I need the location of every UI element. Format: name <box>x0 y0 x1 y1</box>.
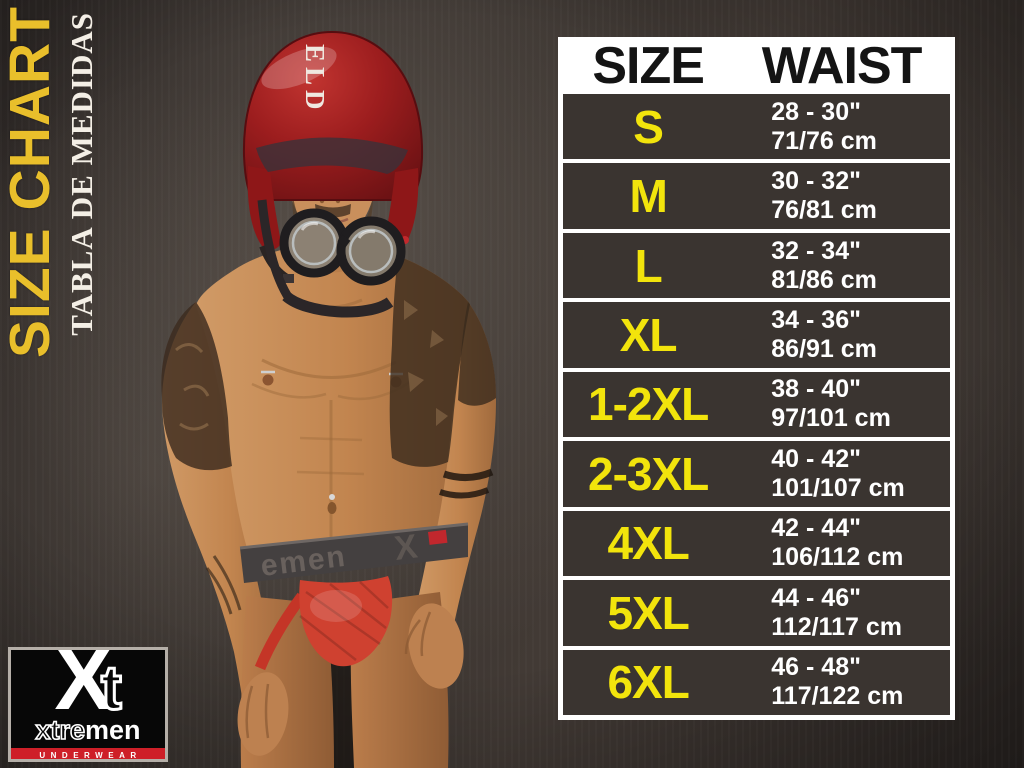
header-waist: WAIST <box>761 37 923 95</box>
waist-cm: 101/107 cm <box>771 473 905 502</box>
size-label: 6XL <box>607 656 689 709</box>
size-label: 5XL <box>607 586 689 639</box>
waist-inches: 34 - 36" <box>771 306 861 335</box>
waist-cm: 86/91 cm <box>771 335 877 364</box>
size-row: 5XL 44 - 46" 112/117 cm <box>563 580 950 646</box>
size-row: S 28 - 30" 71/76 cm <box>563 94 950 160</box>
size-label: 2-3XL <box>588 447 709 500</box>
size-label: XL <box>619 309 678 362</box>
waist-cm: 76/81 cm <box>771 196 877 225</box>
header-size: SIZE <box>592 37 705 95</box>
waist-inches: 46 - 48" <box>771 653 861 682</box>
waist-value: 28 - 30" 71/76 cm <box>733 98 950 156</box>
waist-cm: 117/122 cm <box>771 682 904 711</box>
logo-word-solid: men <box>85 715 141 745</box>
waist-cm: 71/76 cm <box>771 126 877 155</box>
waist-inches: 42 - 44" <box>771 514 861 543</box>
waist-inches: 40 - 42" <box>771 444 861 473</box>
waist-value: 30 - 32" 76/81 cm <box>733 167 950 225</box>
size-row: 2-3XL 40 - 42" 101/107 cm <box>563 441 950 507</box>
logo-wordmark: xtremen <box>35 715 141 745</box>
waist-value: 42 - 44" 106/112 cm <box>733 514 950 572</box>
size-row: XL 34 - 36" 86/91 cm <box>563 302 950 368</box>
waist-cm: 81/86 cm <box>771 265 877 294</box>
size-label: 4XL <box>607 517 689 570</box>
waist-inches: 38 - 40" <box>771 375 861 404</box>
hands <box>237 603 464 756</box>
logo-monogram: X t <box>54 647 124 729</box>
waist-value: 46 - 48" 117/122 cm <box>733 653 950 711</box>
size-row: L 32 - 34" 81/86 cm <box>563 232 950 299</box>
tattoos <box>161 256 496 615</box>
logo-word-outline: xtre <box>35 715 86 745</box>
logo-t-letter: t <box>100 654 124 724</box>
underwear: emen X <box>239 522 469 671</box>
size-row: M 30 - 32" 76/81 cm <box>563 163 950 229</box>
waist-value: 40 - 42" 101/107 cm <box>733 445 950 503</box>
size-row: 4XL 42 - 44" 106/112 cm <box>563 510 950 577</box>
waist-cm: 106/112 cm <box>771 543 904 572</box>
xtremen-logo: X t xtremen UNDERWEAR <box>8 647 168 762</box>
size-label: 1-2XL <box>588 378 709 431</box>
helmet-brand-text: ELD <box>300 44 330 115</box>
helmet: ELD <box>242 30 424 318</box>
page-subtitle: TABLA DE MEDIDAS <box>64 12 99 336</box>
page-title: SIZE CHART <box>0 6 62 358</box>
waist-value: 34 - 36" 86/91 cm <box>733 306 950 364</box>
waist-value: 44 - 46" 112/117 cm <box>733 584 950 642</box>
logo-underwear-banner: UNDERWEAR <box>11 748 165 759</box>
waist-inches: 44 - 46" <box>771 583 861 612</box>
size-label: L <box>634 239 663 292</box>
model-photo: emen X ELD <box>161 30 496 768</box>
logo-x-letter: X <box>54 647 113 729</box>
waistband-x-letter: X <box>392 527 419 568</box>
waist-inches: 30 - 32" <box>771 167 861 196</box>
waist-value: 38 - 40" 97/101 cm <box>733 375 950 433</box>
size-chart-table: SIZE WAIST S 28 - 30" 71/76 cm M 30 - 32… <box>558 37 955 720</box>
size-row: 1-2XL 38 - 40" 97/101 cm <box>563 371 950 438</box>
waist-cm: 112/117 cm <box>771 612 902 641</box>
waist-value: 32 - 34" 81/86 cm <box>733 237 950 295</box>
size-label: S <box>633 100 664 153</box>
waist-cm: 97/101 cm <box>771 404 891 433</box>
size-label: M <box>629 170 667 223</box>
waist-inches: 28 - 30" <box>771 97 861 126</box>
size-row: 6XL 46 - 48" 117/122 cm <box>563 649 950 715</box>
table-header: SIZE WAIST <box>563 37 950 95</box>
waist-inches: 32 - 34" <box>771 236 861 265</box>
